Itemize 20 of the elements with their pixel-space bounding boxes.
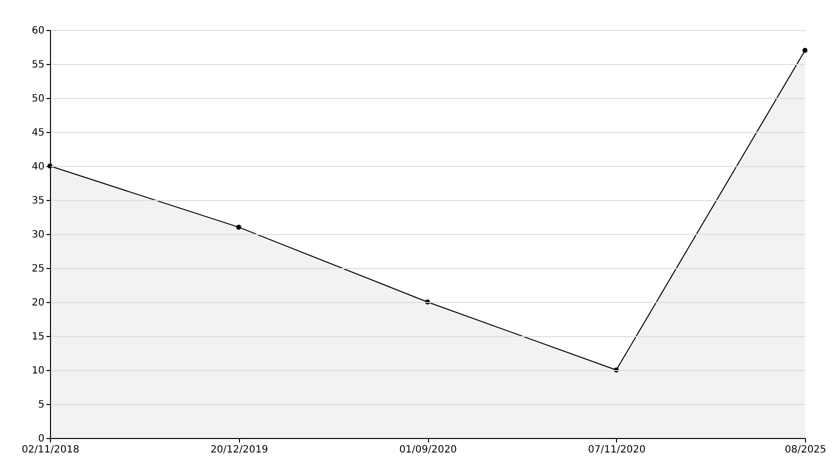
y-tick-label: 20 xyxy=(32,298,44,308)
y-tick-label: 25 xyxy=(32,264,44,274)
x-tick-label: 08/2025 xyxy=(784,444,826,456)
point xyxy=(802,48,808,53)
y-tick-label: 10 xyxy=(32,366,44,376)
y-tick-label: 50 xyxy=(32,94,44,104)
y-tick-label: 40 xyxy=(32,162,44,172)
y-tick-label: 55 xyxy=(32,60,44,70)
x-tick-label: 02/11/2018 xyxy=(22,444,80,456)
x-tick-label: 01/09/2020 xyxy=(399,444,457,456)
point xyxy=(236,224,242,230)
y-tick-label: 5 xyxy=(38,400,44,410)
y-tick-label: 45 xyxy=(32,128,44,138)
y-tick-label: 30 xyxy=(32,230,44,240)
x-tick-label: 20/12/2019 xyxy=(210,444,268,456)
y-tick-label: 15 xyxy=(32,332,44,342)
y-tick-label: 0 xyxy=(38,434,44,444)
y-tick-label: 60 xyxy=(32,26,44,36)
x-tick-label: 07/11/2020 xyxy=(588,444,646,456)
y-tick-label: 35 xyxy=(32,196,44,206)
